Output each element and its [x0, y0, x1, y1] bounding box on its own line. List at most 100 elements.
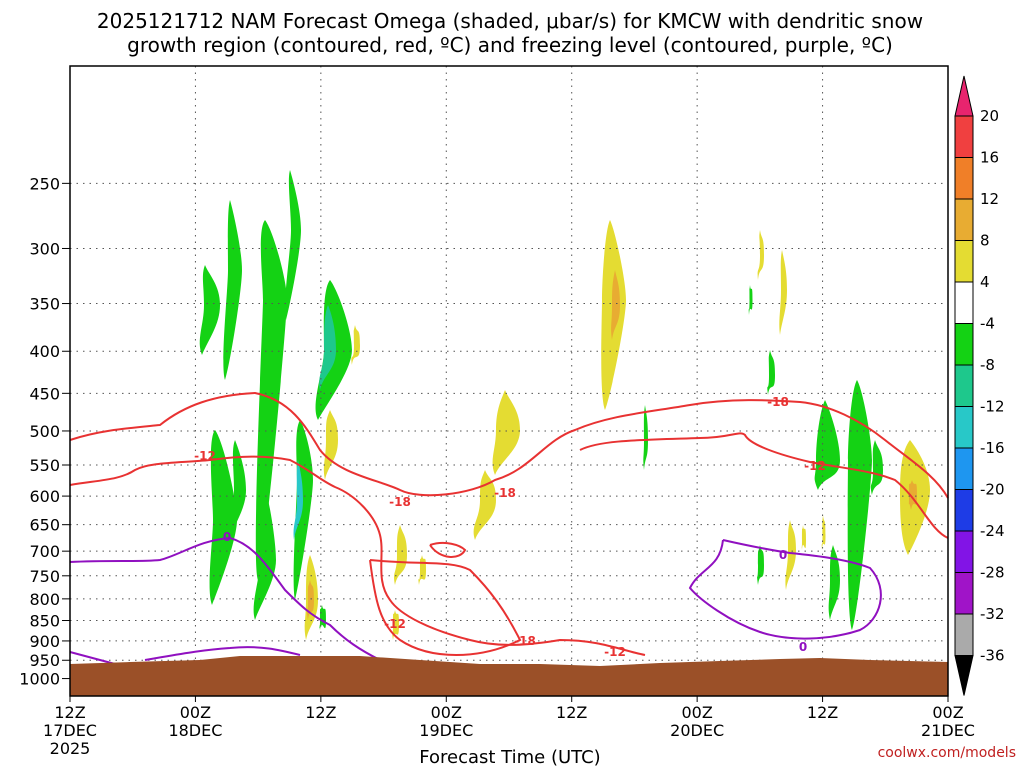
omega-blob [828, 545, 840, 620]
colorbar-segment [954, 240, 974, 283]
colorbar-segment [954, 613, 974, 656]
freezing-contour-line [144, 646, 301, 661]
dgz-contour-line [429, 541, 467, 558]
omega-blob [392, 610, 399, 640]
colorbar-label: -32 [980, 605, 1005, 623]
x-tick-label: 2025 [50, 739, 91, 758]
y-tick-label: 1000 [19, 670, 60, 689]
colorbar-label: -4 [980, 315, 995, 333]
x-tick-label: 00Z [932, 703, 963, 722]
x-tick-label: 00Z [431, 703, 462, 722]
chart-title: 2025121712 NAM Forecast Omega (shaded, μ… [97, 9, 923, 57]
freezing-contour-line [69, 536, 381, 661]
omega-blob [814, 400, 840, 490]
colorbar-label: -12 [980, 398, 1005, 416]
dgz-contour-line [69, 455, 646, 656]
contour-label: -18 [494, 486, 516, 500]
omega-blob [319, 605, 326, 630]
dgz-contour-line [369, 559, 522, 656]
y-tick-label: 450 [29, 384, 60, 403]
y-tick-label: 350 [29, 295, 60, 314]
contour-label: -18 [389, 495, 411, 509]
contour-label: -18 [767, 395, 789, 409]
y-tick-label: 650 [29, 516, 60, 535]
colorbar-label: -16 [980, 439, 1005, 457]
title-line-1: 2025121712 NAM Forecast Omega (shaded, μ… [97, 9, 923, 33]
plot-frame [69, 65, 949, 697]
y-tick-label: 850 [29, 612, 60, 631]
x-tick-label: 00Z [180, 703, 211, 722]
omega-blob [293, 460, 303, 540]
y-tick-label: 550 [29, 456, 60, 475]
colorbar-segment [954, 530, 974, 573]
omega-blob [394, 525, 407, 585]
contour-labels: -12 -18 -18 -12 -18 -12 -18 -12 0 0 0 [194, 395, 826, 659]
freezing-contour-line [688, 539, 882, 640]
colorbar-label: -8 [980, 356, 995, 374]
plot-area: -12 -18 -18 -12 -18 -12 -18 -12 0 0 0 [69, 65, 949, 697]
contour-label: 0 [779, 548, 787, 562]
y-tick-label: 500 [29, 422, 60, 441]
omega-blob [209, 430, 237, 605]
omega-blob [801, 525, 806, 550]
contour-label: 0 [223, 530, 231, 544]
x-tick-label: 12Z [556, 703, 587, 722]
omega-blob [643, 405, 648, 470]
contour-label: -12 [194, 449, 216, 463]
omega-blob [492, 390, 520, 475]
omega-blob [199, 265, 220, 355]
y-tick-label: 400 [29, 342, 60, 361]
x-tick-label: 12Z [305, 703, 336, 722]
omega-blob [223, 200, 242, 380]
y-tick-label: 300 [29, 239, 60, 258]
colorbar-label: 20 [980, 107, 999, 125]
colorbar-top-arrow [954, 75, 974, 117]
omega-blob [779, 250, 787, 335]
contour-label: -12 [804, 459, 826, 473]
contour-label: 0 [799, 640, 807, 654]
colorbar-label: -28 [980, 564, 1005, 582]
y-tick-label: 750 [29, 567, 60, 586]
omega-blob [323, 410, 338, 480]
colorbar-segment [954, 281, 974, 324]
x-tick-label: 12Z [807, 703, 838, 722]
colorbar-segment [954, 323, 974, 366]
credit-text: coolwx.com/models [878, 745, 1016, 761]
omega-blob [767, 350, 775, 395]
colorbar-label: 12 [980, 190, 999, 208]
y-tick-label: 700 [29, 542, 60, 561]
colorbar-segment [954, 489, 974, 532]
omega-blob [319, 305, 336, 390]
omega-blob [611, 270, 620, 340]
x-tick-label: 21DEC [921, 721, 975, 740]
colorbar-segment [954, 157, 974, 200]
omega-blob [748, 285, 753, 315]
x-tick-label: 18DEC [168, 721, 222, 740]
title-line-2: growth region (contoured, red, ºC) and f… [127, 33, 893, 57]
omega-blob [473, 470, 496, 540]
colorbar-bottom-arrow [954, 655, 974, 696]
x-tick-label: 19DEC [419, 721, 473, 740]
omega-blob [307, 580, 314, 620]
dgz-contour-line [579, 432, 949, 539]
x-tick-label: 17DEC [43, 721, 97, 740]
y-tick-label: 250 [29, 174, 60, 193]
y-tick-label: 600 [29, 487, 60, 506]
terrain-fill [70, 656, 948, 696]
colorbar-segment [954, 364, 974, 407]
omega-blob [847, 380, 872, 630]
colorbar-segment [954, 198, 974, 241]
x-axis-label: Forecast Time (UTC) [419, 747, 600, 768]
colorbar-segment [954, 447, 974, 490]
omega-blob [870, 440, 883, 495]
y-tick-label: 800 [29, 590, 60, 609]
omega-blob [785, 520, 796, 590]
colorbar-segment [954, 572, 974, 615]
colorbar-label: 8 [980, 232, 990, 250]
contour-label: -12 [384, 617, 406, 631]
colorbar-label: -24 [980, 522, 1005, 540]
y-tick-label: 950 [29, 651, 60, 670]
contour-label: -18 [514, 634, 536, 648]
